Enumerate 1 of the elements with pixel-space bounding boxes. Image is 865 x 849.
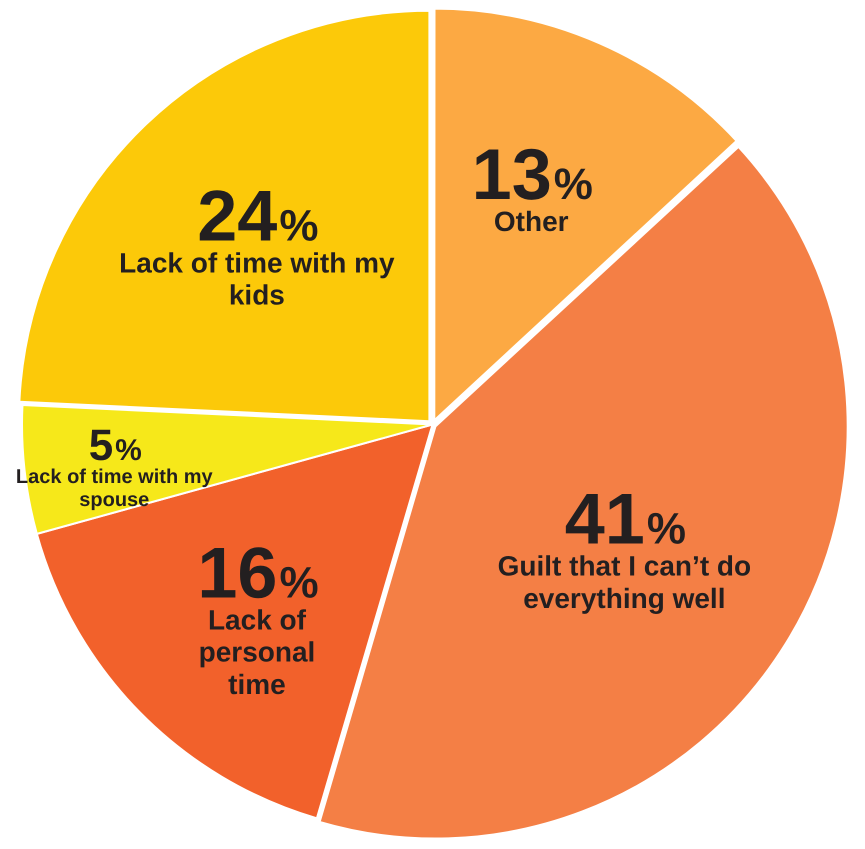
data-label: 5% bbox=[88, 420, 142, 470]
